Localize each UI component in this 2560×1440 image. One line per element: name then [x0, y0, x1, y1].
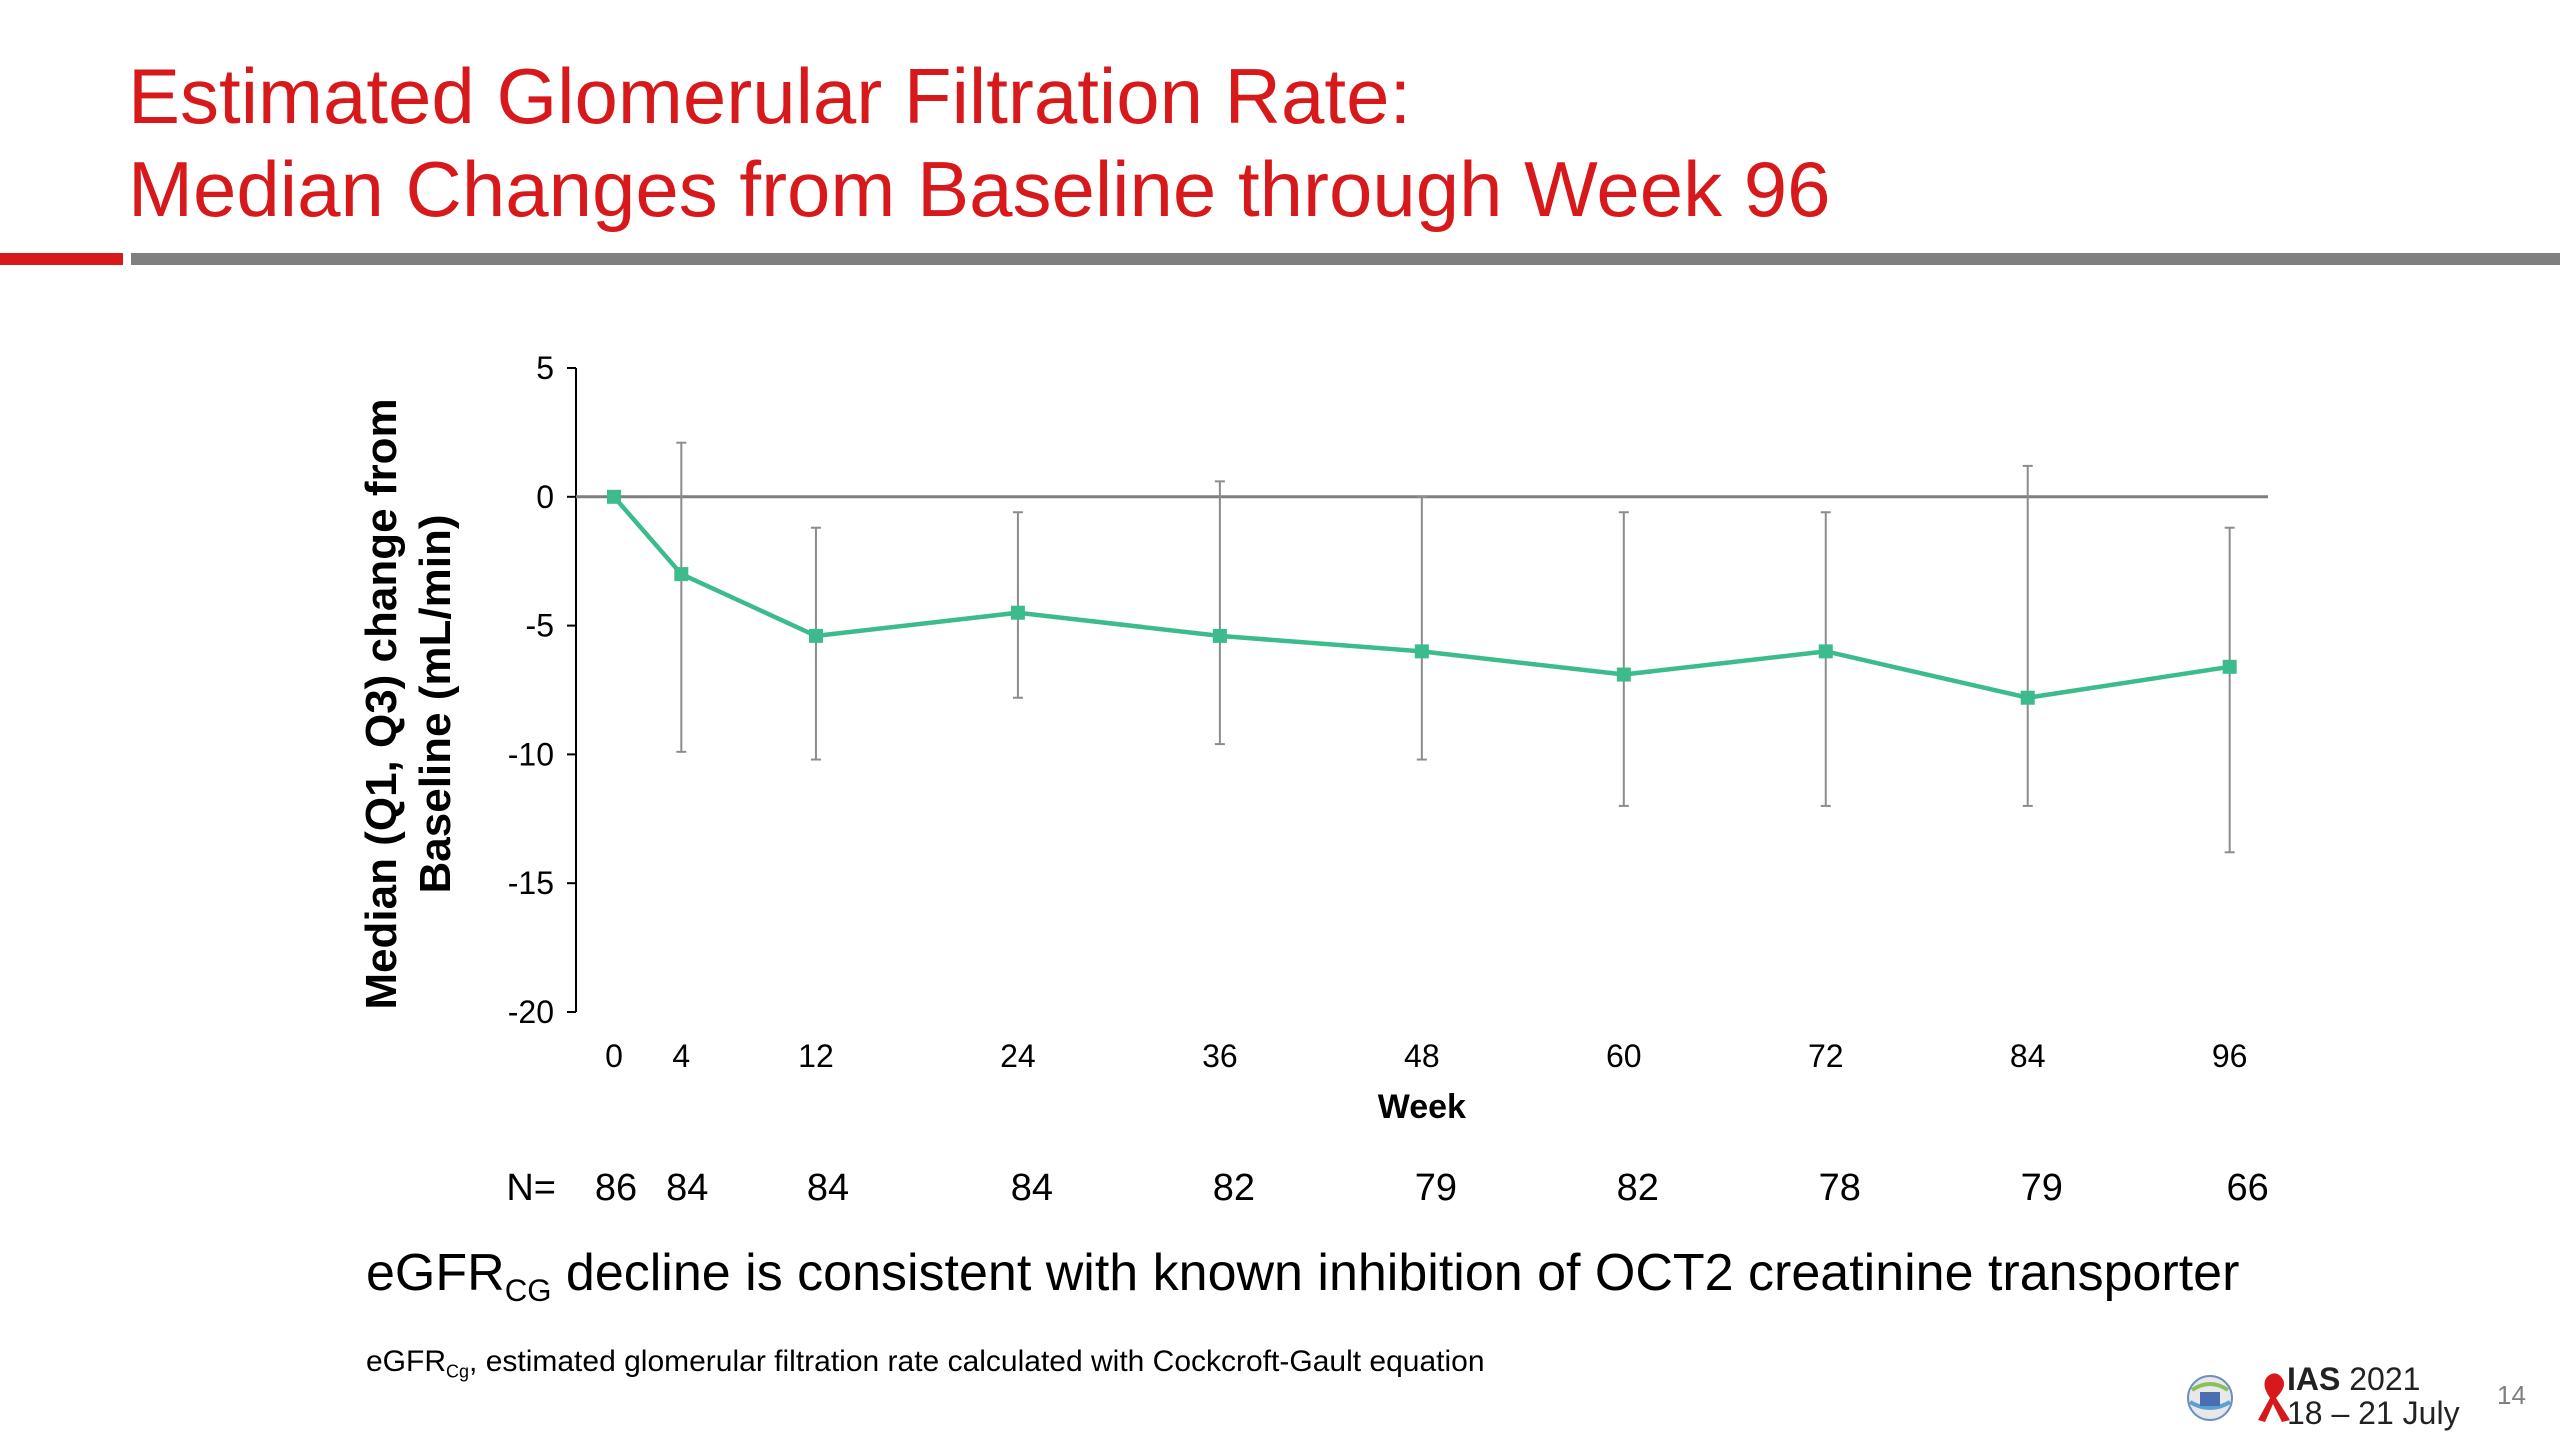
- data-point: [2020, 690, 2035, 705]
- x-tick-label: 12: [798, 1038, 834, 1074]
- data-point: [607, 489, 621, 504]
- y-tick-label: -10: [508, 736, 554, 772]
- n-value: 84: [807, 1167, 849, 1209]
- footnote: eGFRCg, estimated glomerular filtration …: [366, 1345, 1485, 1382]
- x-tick-label: 96: [2212, 1038, 2248, 1074]
- n-value: 84: [666, 1167, 708, 1209]
- title-rule: [131, 253, 2560, 265]
- y-tick-label: 0: [536, 479, 554, 515]
- x-tick-label: 36: [1202, 1038, 1238, 1074]
- n-value: 82: [1617, 1167, 1659, 1209]
- data-point: [674, 567, 689, 582]
- x-axis-label: Week: [1378, 1088, 1466, 1126]
- key-message-subscript: CG: [504, 1272, 552, 1308]
- page-number: 14: [2497, 1380, 2526, 1410]
- n-value: 79: [2021, 1167, 2063, 1209]
- data-point: [1010, 605, 1025, 620]
- data-point: [1212, 628, 1227, 643]
- x-tick-label: 72: [1808, 1038, 1844, 1074]
- egfr-line-chart: 5 0 -5 -10 -15 -20 Median (Q1, Q3) change from…: [357, 350, 2269, 1209]
- y-tick-label: -5: [526, 608, 554, 644]
- y-axis-label: Median (Q1, Q3) change from Baseline (mL/…: [357, 398, 460, 1009]
- key-message: eGFRCG decline is consistent with known …: [366, 1243, 2239, 1309]
- title-line-1: Estimated Glomerular Filtration Rate:: [128, 52, 1412, 140]
- y-axis-label-line-2: Baseline (mL/min): [411, 515, 460, 894]
- n-value: 84: [1011, 1167, 1053, 1209]
- n-value: 78: [1819, 1167, 1861, 1209]
- x-tick-label: 60: [1606, 1038, 1642, 1074]
- data-point: [1414, 644, 1429, 659]
- y-tick-label: -15: [508, 865, 554, 901]
- conference-year: 2021: [2349, 1361, 2421, 1397]
- slide-title: Estimated Glomerular Filtration Rate: Me…: [128, 50, 2428, 236]
- footnote-subscript: Cg: [446, 1361, 470, 1382]
- x-tick-label: 24: [1000, 1038, 1036, 1074]
- conference-brand: IAS: [2287, 1361, 2341, 1397]
- conference-name: IAS 2021 18 – 21 July: [2287, 1362, 2460, 1430]
- data-point: [2222, 659, 2237, 674]
- x-tick-label: 84: [2010, 1038, 2046, 1074]
- key-message-text: decline is consistent with known inhibit…: [551, 1244, 2240, 1302]
- footnote-text: , estimated glomerular filtration rate c…: [469, 1345, 1485, 1378]
- conference-globe-icon: [2187, 1375, 2233, 1421]
- key-message-prefix: eGFR: [366, 1244, 505, 1302]
- data-point: [808, 628, 823, 643]
- median-line: [612, 495, 2231, 700]
- x-tick-label: 0: [605, 1038, 623, 1074]
- title-rule-accent: [0, 253, 123, 265]
- y-tick-label: 5: [536, 350, 554, 386]
- footnote-prefix: eGFR: [366, 1345, 447, 1378]
- n-value: 86: [595, 1167, 637, 1209]
- n-label: N=: [506, 1167, 556, 1209]
- x-tick-label: 48: [1404, 1038, 1440, 1074]
- data-point: [1616, 667, 1631, 682]
- n-value: 79: [1415, 1167, 1457, 1209]
- conference-logo: [2187, 1373, 2290, 1422]
- conference-dates: 18 – 21 July: [2287, 1395, 2460, 1431]
- x-tick-label: 4: [672, 1038, 690, 1074]
- n-value: 66: [2227, 1167, 2269, 1209]
- data-point: [1818, 644, 1833, 659]
- y-tick-label: -20: [508, 994, 554, 1030]
- n-value: 82: [1213, 1167, 1255, 1209]
- y-axis-label-line-1: Median (Q1, Q3) change from: [357, 398, 406, 1009]
- title-line-2: Median Changes from Baseline through Wee…: [128, 145, 1831, 233]
- ribbon-icon: [2258, 1373, 2290, 1422]
